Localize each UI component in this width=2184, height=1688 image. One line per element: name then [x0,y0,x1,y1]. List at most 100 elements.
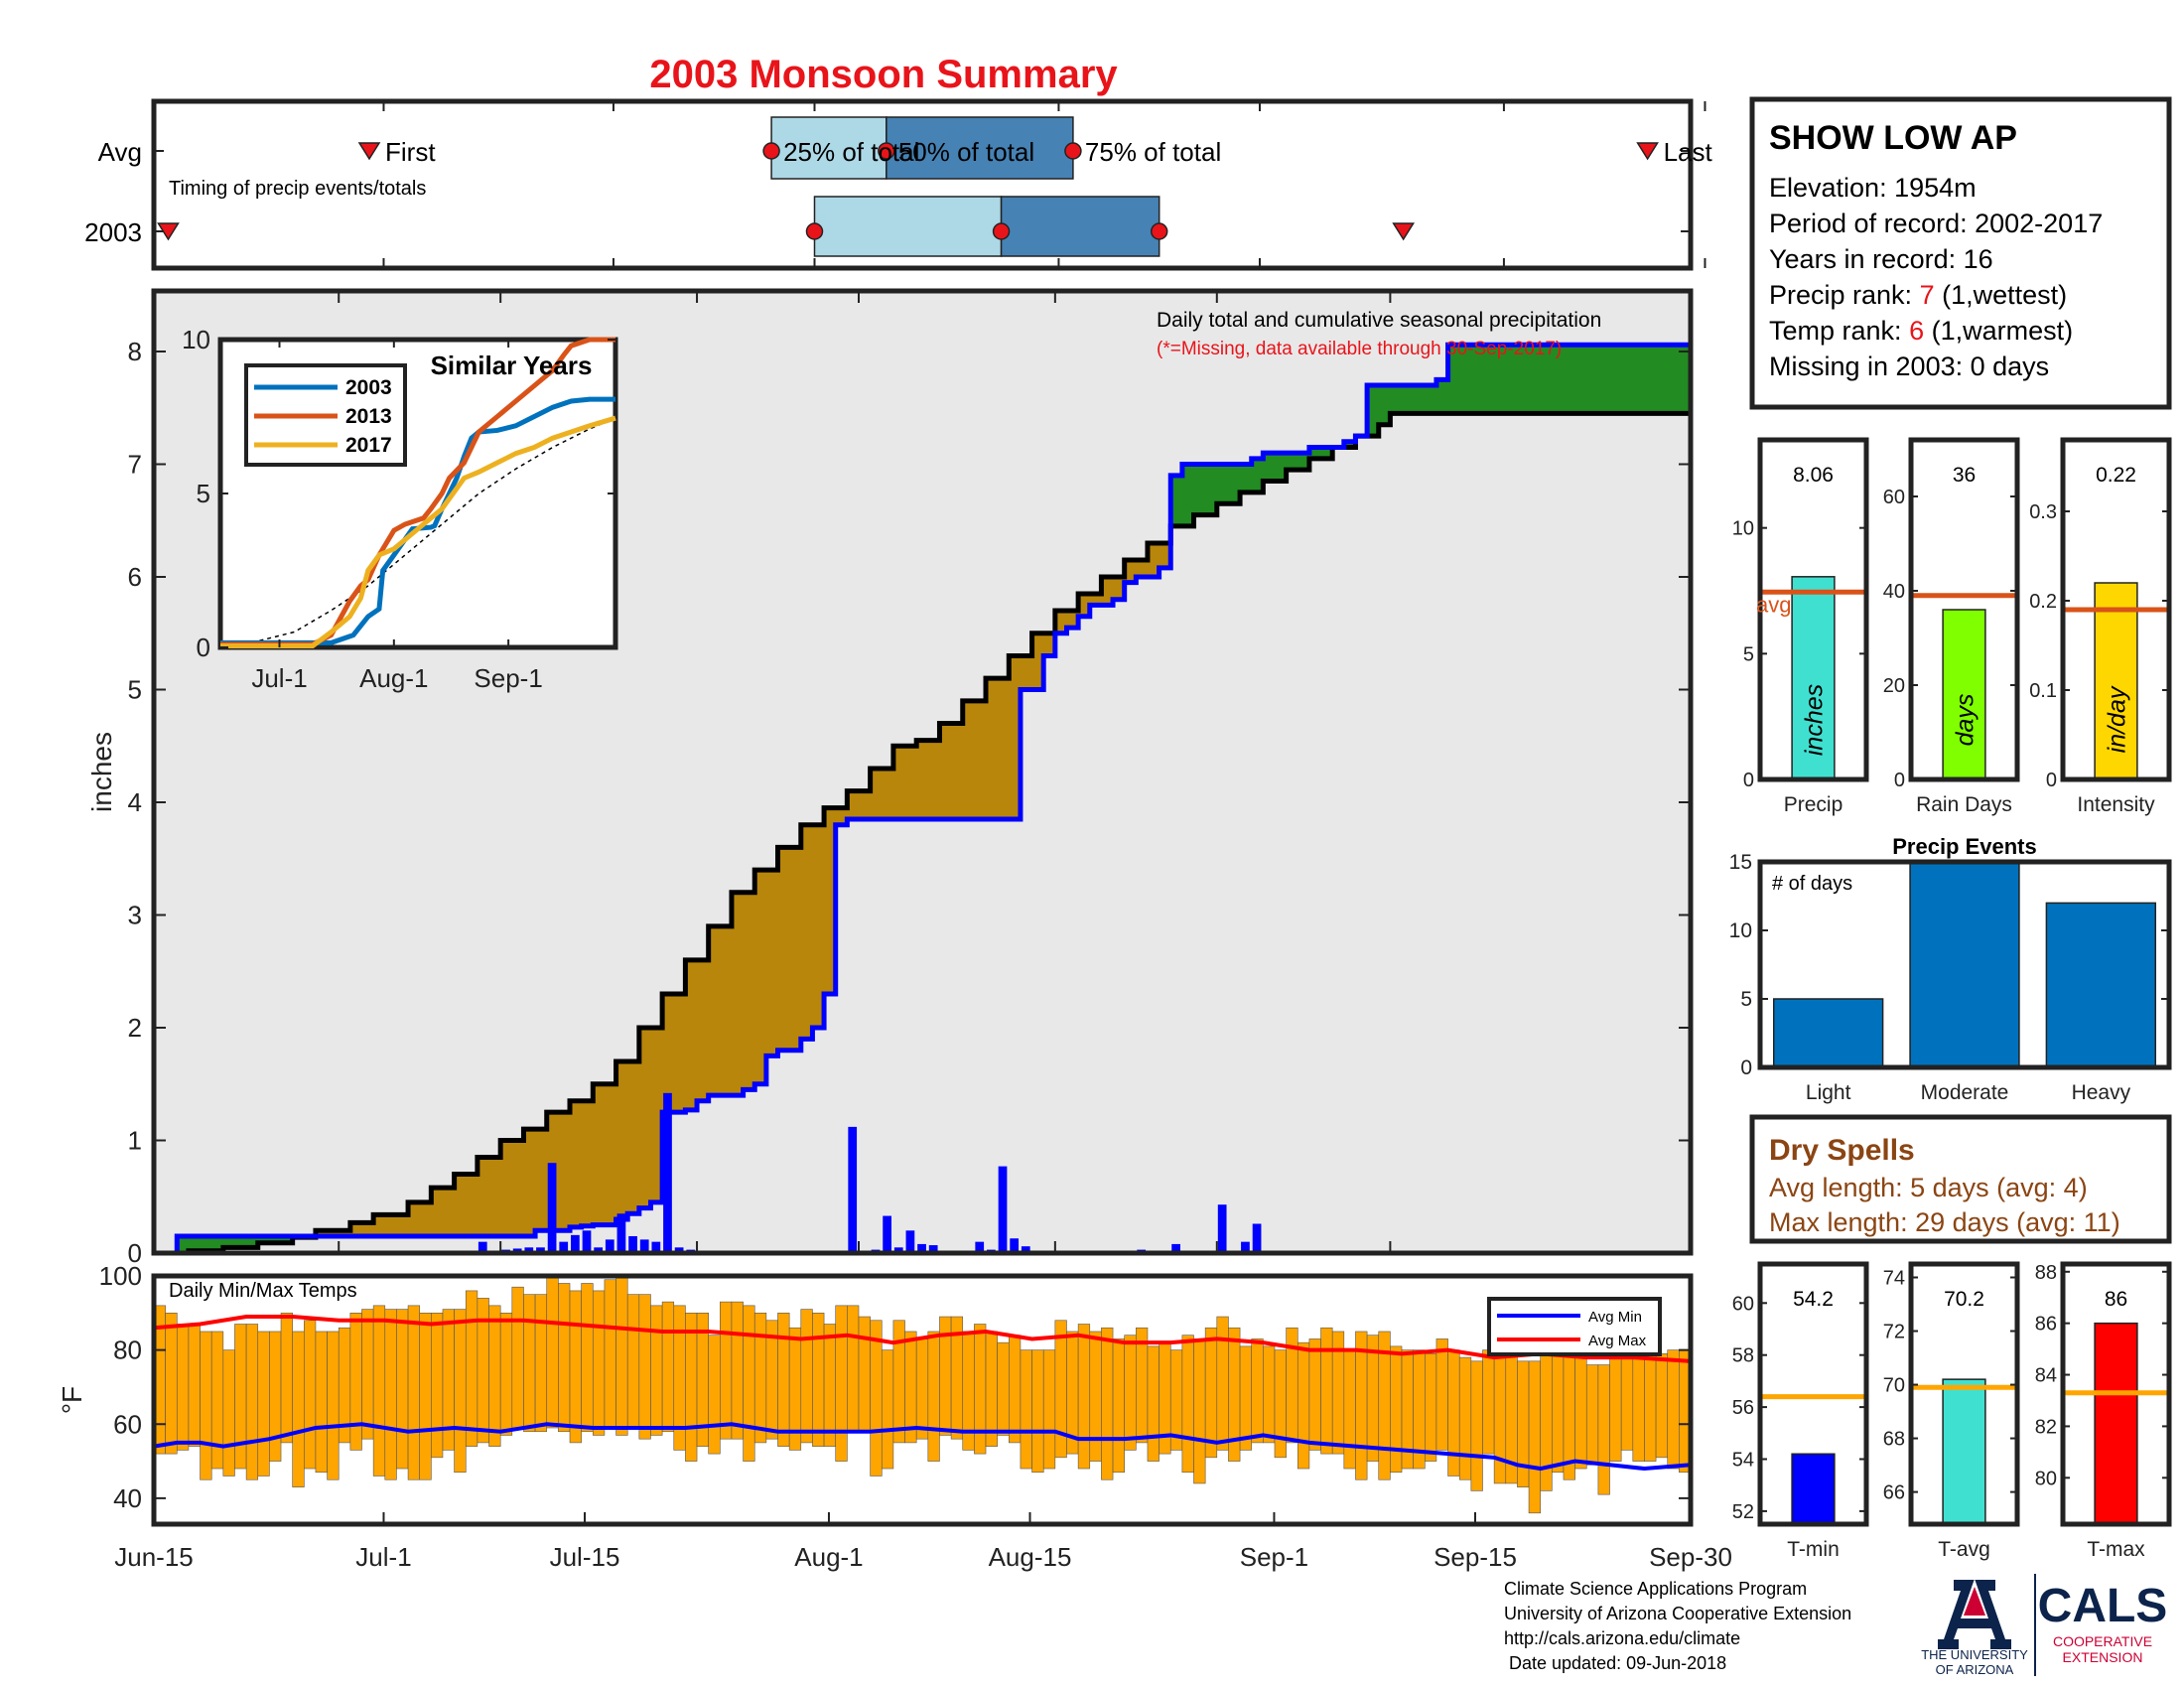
daily-temp-bar [431,1313,444,1459]
daily-temp-bar [1124,1335,1137,1451]
y-tick-label: 8 [128,337,142,366]
daily-temp-bar [1112,1338,1125,1474]
stat-bar-tmax_stat [2094,1322,2138,1525]
daily-temp-bar [454,1309,467,1474]
stat-label: T-min [1787,1538,1840,1561]
y-axis-label: inches [86,732,117,812]
daily-temp-bar [1552,1349,1565,1474]
daily-precip-bar [559,1241,569,1253]
stat-y-tick-label: 0 [1743,770,1754,791]
daily-precip-bar [639,1239,649,1253]
temp-y-tick-label: 40 [113,1483,142,1513]
temp-y-axis-label: °F [57,1386,87,1414]
stat-frame [2060,437,2172,782]
daily-temp-bar [1585,1364,1599,1466]
timing-percentile-dot [878,142,895,160]
station-precip-rank: Precip rank: 7 (1,wettest) [1769,280,2067,310]
stat-frame [1908,1261,2020,1527]
page-title: 2003 Monsoon Summary [649,53,1118,96]
stat-bar-tavg_stat [1942,1378,1986,1525]
temp-frame [151,1273,1694,1527]
x-tick-label: Aug-15 [989,1542,1072,1572]
daily-temp-bar [1136,1327,1149,1444]
inset-legend-label: 2003 [345,376,392,399]
daily-precip-bar [1021,1246,1030,1253]
timing-row-label: 2003 [84,217,142,247]
timing-box-50-75 [886,116,1074,180]
stat-frame [1908,437,2020,782]
inset-x-tick-label: Jul-1 [251,663,307,693]
stat-y-tick-label: 40 [1883,581,1905,603]
stat-y-tick-label: 56 [1732,1397,1754,1419]
daily-temp-bar [176,1324,190,1451]
daily-temp-bar [847,1305,860,1433]
stat-value-label: 86 [2105,1288,2127,1311]
events-y-tick-label: 5 [1740,988,1752,1011]
stat-y-tick-label: 60 [1732,1293,1754,1315]
stat-value-label: 36 [1953,464,1976,487]
daily-temp-bar [372,1305,386,1477]
daily-temp-bar [708,1335,721,1455]
daily-temp-bar [407,1305,420,1480]
inset-legend-label: 2017 [345,434,392,457]
stat-label: Intensity [2077,793,2155,816]
stat-unit-label: days [1952,694,1979,747]
daily-temp-bar [974,1324,987,1455]
precip-events-chart: Light Moderate Heavy 0 5 10 15 Precip Events # o… [1729,834,2172,1104]
station-temp-rank: Temp rank: 6 (1,warmest) [1769,316,2073,346]
inset-x-tick-label: Aug-1 [359,663,428,693]
daily-temp-bar [188,1324,201,1447]
stat-frame [1757,437,1869,782]
events-bar [1909,861,2020,1068]
daily-temp-bar [349,1313,362,1451]
daily-precip-bar [848,1126,858,1253]
daily-temp-bar [523,1294,536,1433]
daily-temp-bar [1297,1341,1310,1470]
daily-temp-bar [245,1324,259,1480]
stat-y-tick-label: 0 [2046,770,2057,791]
daily-temp-bar [870,1320,883,1477]
daily-precip-bar [883,1215,891,1253]
daily-temp-bar [222,1349,235,1477]
stat-label: T-max [2087,1538,2145,1561]
timing-percentile-dot [805,222,824,240]
temp-y-tick-label: 60 [113,1409,142,1439]
daily-temp-bar [615,1275,628,1436]
daily-temp-bar [234,1324,247,1470]
daily-precip-bar [594,1247,604,1253]
inset-series-line-2017 [220,415,616,648]
x-tick-label: Jun-15 [114,1542,194,1572]
daily-temp-bar [1239,1345,1253,1451]
ua-logo-line-1: THE UNIVERSITY [1921,1647,2028,1662]
daily-temp-bar [1204,1327,1218,1459]
stat-value-label: 70.2 [1944,1288,1984,1311]
y-tick-label: 0 [128,1238,142,1268]
stat-y-tick-label: 52 [1732,1501,1754,1523]
daily-temp-bar [165,1313,178,1455]
stat-y-tick-label: 5 [1743,643,1754,665]
daily-temp-bar [927,1331,940,1462]
timing-pct-label: 50% of total [898,137,1034,167]
footer-line-2: University of Arizona Cooperative Extens… [1504,1604,1851,1623]
daily-precip-bar [605,1239,614,1253]
stat-y-tick-label: 20 [1883,675,1905,697]
timing-pct-label: 25% of total [783,137,919,167]
station-name: SHOW LOW AP [1769,119,2017,157]
footer: Climate Science Applications Program Uni… [1504,1579,1851,1673]
timing-percentile-dot [762,142,780,160]
stat-frame [2060,1261,2172,1527]
daily-temp-bar [1425,1353,1437,1462]
timing-box-25-50 [770,116,887,180]
main-annotation-2: (*=Missing, data available through 30-Se… [1157,339,1562,359]
daily-temp-bar [1390,1345,1403,1474]
daily-precip-bar [1010,1238,1020,1253]
cum-2003-line [154,342,1691,1256]
events-y-tick-label: 10 [1729,919,1752,942]
stat-y-tick-label: 66 [1883,1482,1905,1504]
daily-precip-bar [1241,1241,1250,1253]
daily-temp-bar [823,1324,837,1447]
daily-temp-bar [1343,1349,1356,1470]
stat-y-tick-label: 54 [1732,1450,1754,1472]
daily-precip-bar [628,1235,637,1253]
daily-precip-bar [975,1241,985,1253]
